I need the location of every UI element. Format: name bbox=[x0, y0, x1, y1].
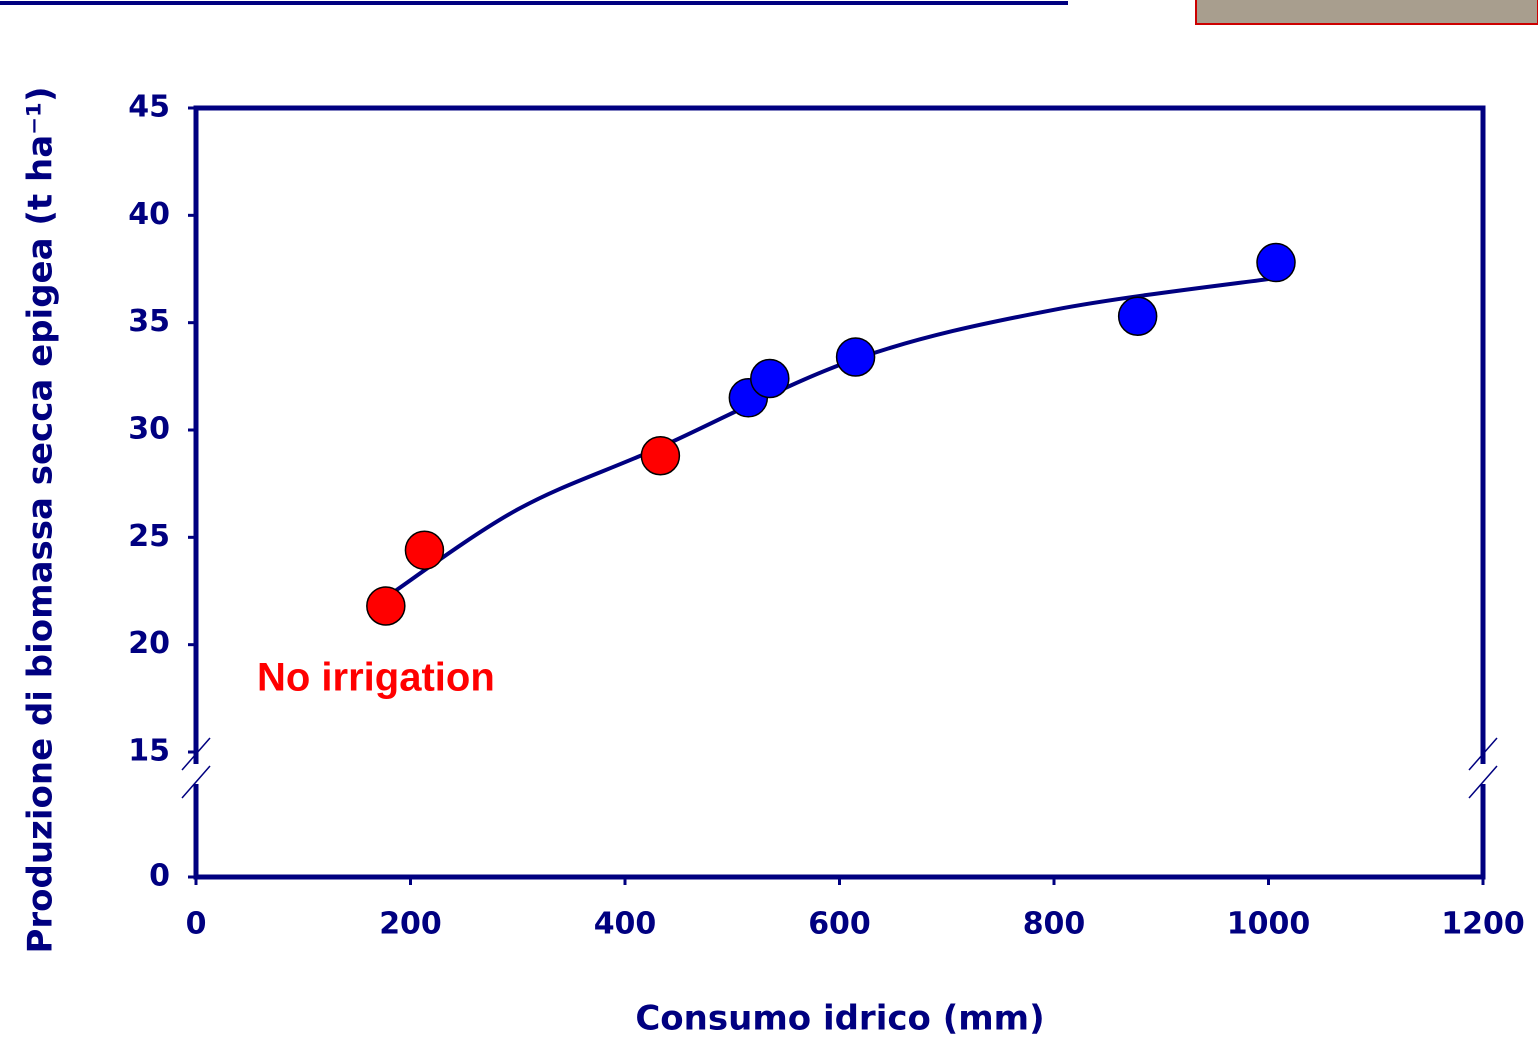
x-tick-label: 1200 bbox=[1441, 907, 1525, 942]
y-tick-label: 20 bbox=[128, 626, 170, 661]
data-point bbox=[405, 531, 443, 569]
x-tick-label: 800 bbox=[1023, 907, 1086, 942]
data-point bbox=[641, 437, 679, 475]
y-tick-label: 25 bbox=[128, 519, 170, 554]
data-point bbox=[837, 338, 875, 376]
y-tick-label: 0 bbox=[149, 859, 170, 894]
plot-frame bbox=[196, 108, 1483, 877]
annotation: No irrigation bbox=[257, 656, 495, 700]
x-tick-label: 0 bbox=[186, 907, 207, 942]
photo-thumbnail bbox=[1196, 0, 1538, 24]
y-tick-label: 30 bbox=[128, 412, 170, 447]
x-tick-label: 400 bbox=[594, 907, 657, 942]
y-tick-label: 15 bbox=[128, 734, 170, 769]
x-tick-label: 200 bbox=[379, 907, 442, 942]
x-tick-label: 1000 bbox=[1227, 907, 1311, 942]
y-axis-label: Produzione di biomassa secca epigea (t h… bbox=[21, 86, 61, 953]
y-tick-label: 35 bbox=[128, 304, 170, 339]
data-point bbox=[751, 359, 789, 397]
y-tick-label: 45 bbox=[128, 90, 170, 125]
x-tick-label: 600 bbox=[808, 907, 871, 942]
y-tick-label: 40 bbox=[128, 197, 170, 232]
chart: Produzione di biomassa secca epigea (t h… bbox=[0, 0, 1538, 1042]
data-point bbox=[1119, 297, 1157, 335]
data-point bbox=[367, 587, 405, 625]
x-axis-label: Consumo idrico (mm) bbox=[635, 999, 1044, 1039]
data-point bbox=[1257, 244, 1295, 282]
